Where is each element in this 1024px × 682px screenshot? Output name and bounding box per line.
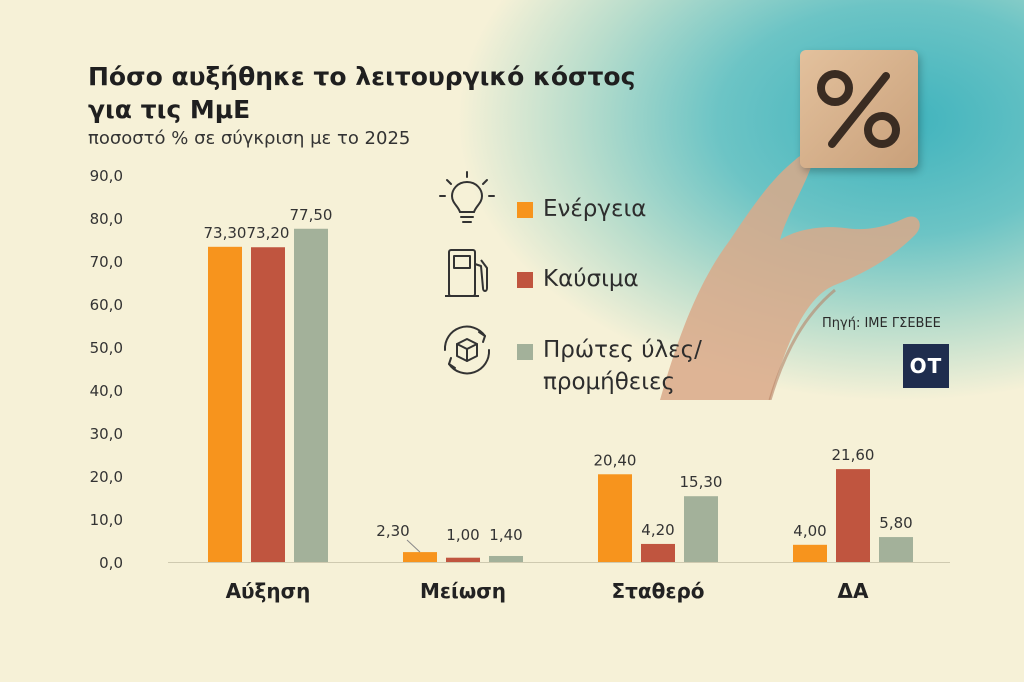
percent-tile [800,50,918,168]
category-label: Σταθερό [611,579,704,603]
data-label: 73,20 [247,224,290,242]
bar [294,228,328,562]
category-label: Αύξηση [226,579,311,603]
data-label: 1,40 [489,526,522,544]
y-tick-label: 70,0 [90,253,123,271]
bar [446,557,480,562]
data-label: 21,60 [832,446,875,464]
y-tick-label: 20,0 [90,468,123,486]
data-label: 1,00 [446,526,479,544]
data-label: 73,30 [204,224,247,242]
bar [251,247,285,563]
data-label: 20,40 [594,451,637,469]
bar [208,246,242,562]
legend-label-fuel: Καύσιμα [543,266,639,292]
data-label: 4,00 [793,522,826,540]
hand-illustration [660,154,920,400]
lightbulb-icon [439,171,495,223]
bar [489,555,523,562]
data-label: 5,80 [879,514,912,532]
y-tick-label: 10,0 [90,511,123,529]
leader-line [406,539,421,553]
y-tick-label: 40,0 [90,382,123,400]
category-label: ΔΑ [838,579,869,603]
data-label: 77,50 [290,206,333,224]
ot-logo: OT [903,344,949,388]
category-label: Μείωση [420,579,506,603]
data-label: 4,20 [641,521,674,539]
bar [793,544,827,562]
source-note: Πηγή: ΙΜΕ ΓΣΕΒΕΕ [822,316,941,331]
fuel-pump-icon [445,249,488,297]
bar [641,543,675,562]
chart-title: Πόσο αυξήθηκε το λειτουργικό κόστος για … [88,62,636,124]
bar [403,552,437,562]
y-tick-label: 30,0 [90,425,123,443]
y-tick-label: 0,0 [99,554,123,572]
legend-label-energy: Ενέργεια [543,196,647,222]
y-tick-label: 50,0 [90,339,123,357]
percent-icon [817,70,900,148]
bar [879,537,913,562]
bar [598,474,632,562]
legend-swatch-energy [517,202,533,218]
chart-subtitle: ποσοστό % σε σύγκριση με το 2025 [88,128,411,149]
data-label: 2,30 [376,522,409,540]
data-label: 15,30 [680,473,723,491]
box-cycle-icon [443,325,491,375]
legend-swatch-materials [517,344,533,360]
y-tick-label: 60,0 [90,296,123,314]
y-tick-label: 90,0 [90,167,123,185]
legend-label-materials: Πρώτες ύλες/ προμήθειες [543,337,702,395]
y-tick-label: 80,0 [90,210,123,228]
legend-swatch-fuel [517,272,533,288]
bar [684,496,718,562]
bar [836,469,870,562]
